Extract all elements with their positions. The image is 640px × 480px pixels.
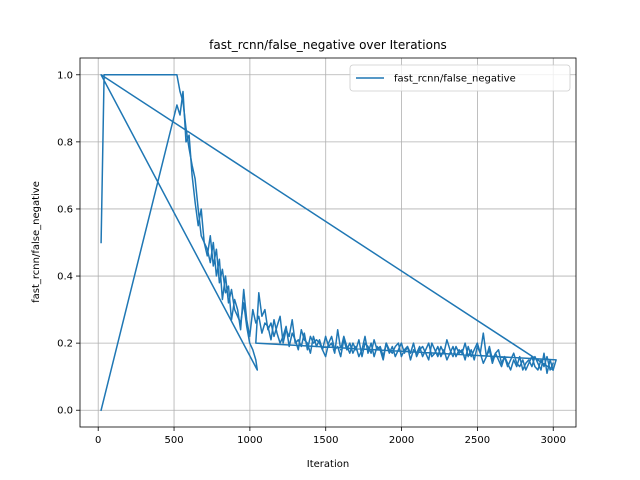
x-tick-label: 500: [164, 435, 183, 446]
y-axis-label: fast_rcnn/false_negative: [31, 181, 42, 303]
x-axis: 0 500 1000 1500 2000 2500 3000: [95, 427, 566, 446]
legend: fast_rcnn/false_negative: [349, 64, 571, 92]
x-tick-label: 1000: [237, 435, 262, 446]
grid: [80, 58, 576, 427]
y-tick-label: 0.8: [57, 137, 73, 148]
y-tick-label: 0.4: [57, 272, 73, 283]
x-tick-label: 3000: [541, 435, 566, 446]
y-tick-label: 0.2: [57, 339, 73, 350]
y-tick-label: 0.0: [57, 406, 73, 417]
series-layer: [100, 74, 557, 412]
y-axis: 0.0 0.2 0.4 0.6 0.8 1.0: [57, 70, 80, 417]
x-tick-label: 1500: [313, 435, 338, 446]
x-tick-label: 2000: [389, 435, 414, 446]
legend-box: [349, 64, 571, 92]
series-line-0: [100, 74, 557, 371]
legend-label: fast_rcnn/false_negative: [394, 74, 516, 85]
plot-frame: [79, 57, 577, 428]
x-tick-label: 0: [95, 435, 101, 446]
chart-title: fast_rcnn/false_negative over Iterations: [209, 38, 447, 52]
y-tick-label: 1.0: [57, 70, 73, 81]
x-tick-label: 2500: [465, 435, 490, 446]
y-tick-label: 0.6: [57, 204, 73, 215]
series-line-1: [100, 90, 555, 412]
x-axis-label: Iteration: [307, 459, 349, 470]
